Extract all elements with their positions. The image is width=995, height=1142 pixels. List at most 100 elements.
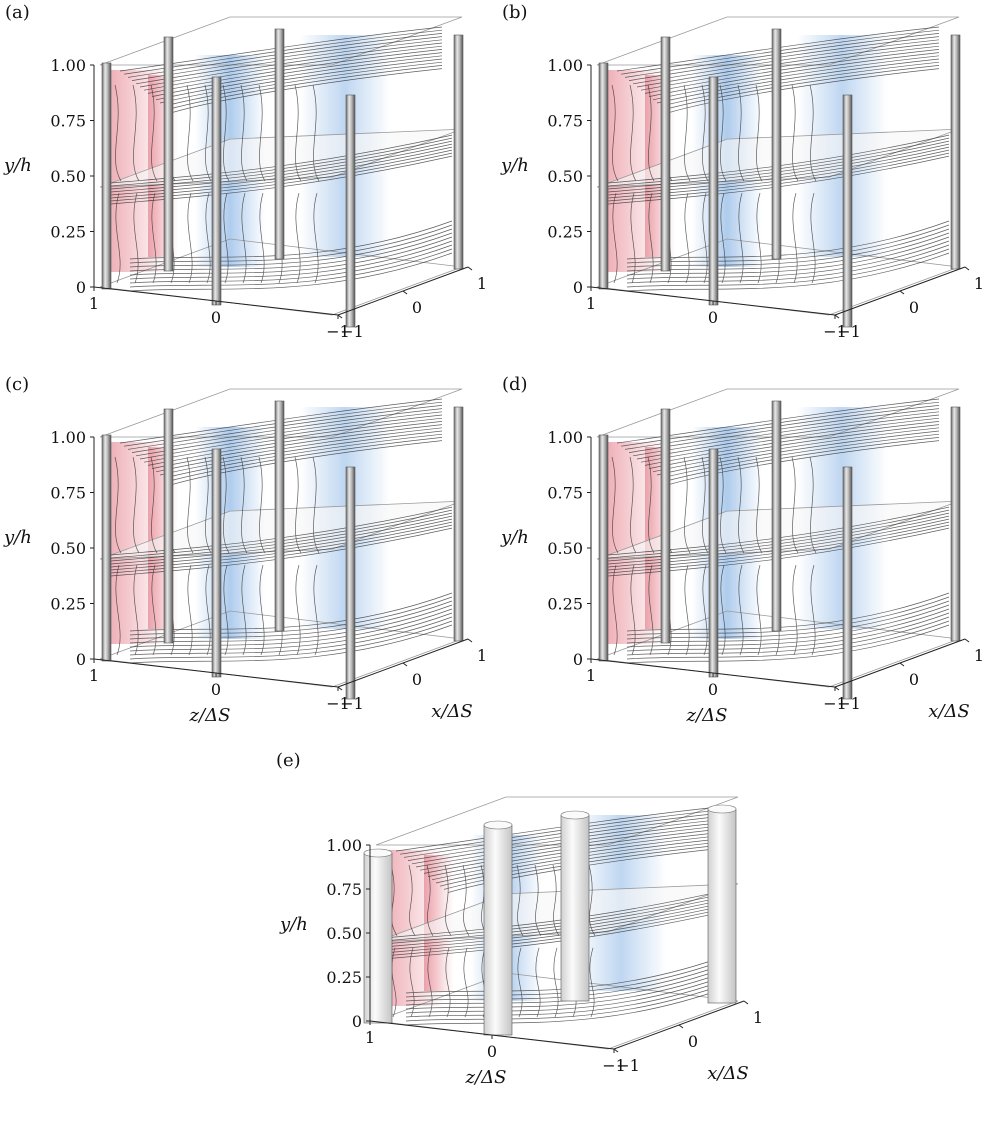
x-tick-label: 0: [412, 298, 422, 317]
y-tick-label: 0.25: [326, 968, 362, 987]
x-tick-label: 1: [753, 1008, 763, 1027]
cylinders: [363, 804, 737, 1036]
y-tick-label: 0.25: [547, 595, 583, 614]
z-tick-label: 0: [211, 308, 221, 327]
y-axis-title: y/h: [279, 914, 308, 935]
cylinder: [483, 824, 513, 1036]
y-tick-label: 0: [76, 278, 86, 297]
z-tick-label: 1: [89, 666, 99, 685]
cylinder: [101, 434, 112, 662]
y-tick-label: 0.75: [50, 484, 86, 503]
x-tick-label: −1: [340, 322, 364, 341]
y-tick-label: 0.75: [547, 484, 583, 503]
y-tick-label: 0: [573, 278, 583, 297]
z-tick-label: −1: [602, 1056, 626, 1075]
flow-box: [596, 16, 960, 316]
cylinder: [842, 466, 853, 700]
x-tick-mark: [834, 314, 840, 319]
cylinder: [274, 400, 285, 632]
z-tick-label: 1: [586, 294, 596, 313]
top-plane: [375, 796, 739, 846]
panel-label: (e): [276, 750, 301, 771]
z-tick-label: −1: [326, 322, 350, 341]
cylinder: [771, 28, 782, 260]
x-axis-title: x/ΔS: [431, 701, 473, 722]
cylinder: [211, 76, 222, 306]
flow-box: [596, 388, 960, 688]
z-tick-label: −1: [823, 322, 847, 341]
y-tick-label: 1.00: [547, 56, 583, 75]
z-tick-label: 0: [708, 308, 718, 327]
y-tick-label: 0: [352, 1012, 362, 1031]
x-tick-label: 1: [974, 646, 984, 665]
x-tick-mark: [964, 638, 970, 643]
x-tick-label: 0: [909, 670, 919, 689]
y-tick-label: 1.00: [547, 428, 583, 447]
y-tick-label: 0.50: [50, 539, 86, 558]
cylinder: [163, 408, 174, 644]
x-tick-label: −1: [616, 1056, 640, 1075]
cylinders: [101, 28, 464, 328]
cylinders: [598, 28, 961, 328]
x-tick-mark: [743, 1000, 749, 1005]
cylinder-top: [363, 848, 393, 858]
z-tick-label: 1: [365, 1028, 375, 1047]
cylinder: [708, 76, 719, 306]
y-tick-label: 0.25: [50, 595, 86, 614]
cylinder: [560, 814, 590, 1002]
cylinder: [274, 28, 285, 260]
y-tick-label: 0.75: [547, 112, 583, 131]
x-tick-mark: [678, 1024, 684, 1029]
panel-label: (c): [5, 374, 29, 395]
y-tick-label: 1.00: [50, 56, 86, 75]
x-tick-label: 0: [412, 670, 422, 689]
y-tick-label: 0: [573, 650, 583, 669]
x-tick-mark: [467, 266, 473, 271]
x-tick-label: 1: [477, 274, 487, 293]
x-tick-mark: [467, 638, 473, 643]
cylinder: [345, 94, 356, 328]
cylinder: [950, 406, 961, 642]
x-tick-label: −1: [837, 322, 861, 341]
cylinder-top: [560, 810, 590, 820]
panel-label: (a): [5, 2, 30, 23]
cylinder: [660, 408, 671, 644]
y-tick-label: 1.00: [326, 836, 362, 855]
z-tick-label: 1: [586, 666, 596, 685]
y-tick-label: 0.75: [50, 112, 86, 131]
panel-label: (d): [502, 374, 528, 395]
x-tick-label: −1: [837, 694, 861, 713]
cylinder-top: [707, 804, 737, 814]
x-tick-mark: [899, 662, 905, 667]
cylinders: [598, 400, 961, 700]
cylinder: [363, 852, 393, 1024]
z-tick-label: 0: [708, 680, 718, 699]
x-tick-label: 1: [974, 274, 984, 293]
z-tick-label: 1: [89, 294, 99, 313]
y-tick-label: 0: [76, 650, 86, 669]
y-tick-label: 0.25: [547, 223, 583, 242]
y-tick-label: 0.75: [326, 880, 362, 899]
z-axis-title: z/ΔS: [189, 705, 231, 726]
x-tick-label: −1: [340, 694, 364, 713]
y-axis-title: y/h: [500, 527, 529, 548]
y-tick-label: 0.50: [547, 167, 583, 186]
y-axis-title: y/h: [3, 155, 32, 176]
y-tick-label: 0.25: [50, 223, 86, 242]
x-axis-title: x/ΔS: [707, 1063, 749, 1084]
z-tick-label: 0: [487, 1042, 497, 1061]
cylinder: [660, 36, 671, 272]
panel-label: (b): [502, 2, 528, 23]
cylinder: [453, 34, 464, 270]
z-tick-label: 0: [211, 680, 221, 699]
x-tick-mark: [899, 290, 905, 295]
y-tick-label: 1.00: [50, 428, 86, 447]
y-axis-title: y/h: [3, 527, 32, 548]
cylinder: [707, 808, 737, 1004]
z-axis-title: z/ΔS: [686, 705, 728, 726]
cylinder: [453, 406, 464, 642]
x-tick-mark: [337, 686, 343, 691]
